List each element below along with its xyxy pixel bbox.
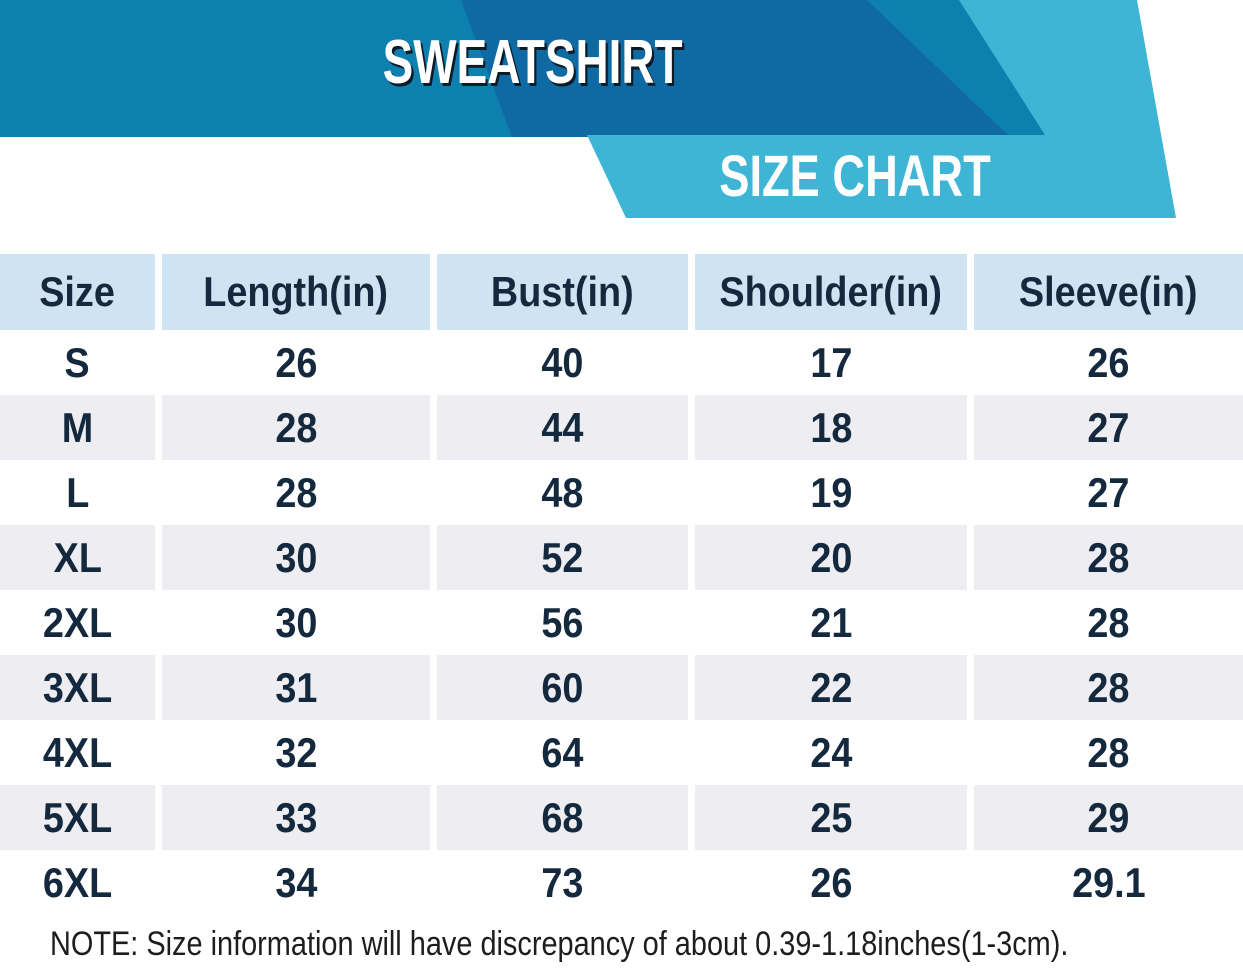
banner: SWEATSHIRT SIZE CHART [0, 0, 1243, 225]
table-cell: M [0, 395, 155, 460]
column-header-bust: Bust(in) [437, 254, 688, 330]
table-cell: 3XL [0, 655, 155, 720]
table-cell: 27 [974, 460, 1243, 525]
table-cell: 19 [695, 460, 967, 525]
table-cell: 64 [437, 720, 688, 785]
table-cell: 29.1 [974, 850, 1243, 915]
table-cell: 21 [695, 590, 967, 655]
table-cell: 5XL [0, 785, 155, 850]
table-cell: 30 [162, 590, 430, 655]
table-cell: 28 [162, 395, 430, 460]
table-cell: 17 [695, 330, 967, 395]
table-cell: 18 [695, 395, 967, 460]
table-cell: 52 [437, 525, 688, 590]
product-title-text: SWEATSHIRT [382, 28, 683, 97]
table-cell: 4XL [0, 720, 155, 785]
table-cell: 32 [162, 720, 430, 785]
table-cell: 27 [974, 395, 1243, 460]
table-cell: 44 [437, 395, 688, 460]
table-cell: 28 [974, 720, 1243, 785]
table-cell: 28 [974, 655, 1243, 720]
table-cell: 29 [974, 785, 1243, 850]
table-cell: L [0, 460, 155, 525]
table-cell: 26 [162, 330, 430, 395]
product-title: SWEATSHIRT [330, 30, 700, 96]
table-cell: 6XL [0, 850, 155, 915]
table-cell: 25 [695, 785, 967, 850]
table-cell: 40 [437, 330, 688, 395]
table-cell: 26 [695, 850, 967, 915]
size-discrepancy-note: NOTE: Size information will have discrep… [50, 925, 1069, 963]
table-cell: 26 [974, 330, 1243, 395]
table-cell: S [0, 330, 155, 395]
size-chart-table: Size Length(in) Bust(in) Shoulder(in) Sl… [0, 254, 1243, 915]
table-cell: 48 [437, 460, 688, 525]
size-chart-heading: SIZE CHART [660, 145, 1050, 209]
table-cell: 28 [162, 460, 430, 525]
table-cell: 20 [695, 525, 967, 590]
column-header-sleeve: Sleeve(in) [974, 254, 1243, 330]
table-cell: 22 [695, 655, 967, 720]
table-cell: 2XL [0, 590, 155, 655]
table-cell: 34 [162, 850, 430, 915]
table-cell: 56 [437, 590, 688, 655]
table-cell: 28 [974, 590, 1243, 655]
table-cell: 73 [437, 850, 688, 915]
table-cell: 33 [162, 785, 430, 850]
table-cell: 31 [162, 655, 430, 720]
table-cell: XL [0, 525, 155, 590]
table-cell: 24 [695, 720, 967, 785]
table-cell: 68 [437, 785, 688, 850]
column-header-length: Length(in) [162, 254, 430, 330]
size-chart-heading-text: SIZE CHART [719, 144, 991, 209]
column-header-shoulder: Shoulder(in) [695, 254, 967, 330]
table-cell: 30 [162, 525, 430, 590]
column-header-size: Size [0, 254, 155, 330]
table-cell: 60 [437, 655, 688, 720]
table-cell: 28 [974, 525, 1243, 590]
